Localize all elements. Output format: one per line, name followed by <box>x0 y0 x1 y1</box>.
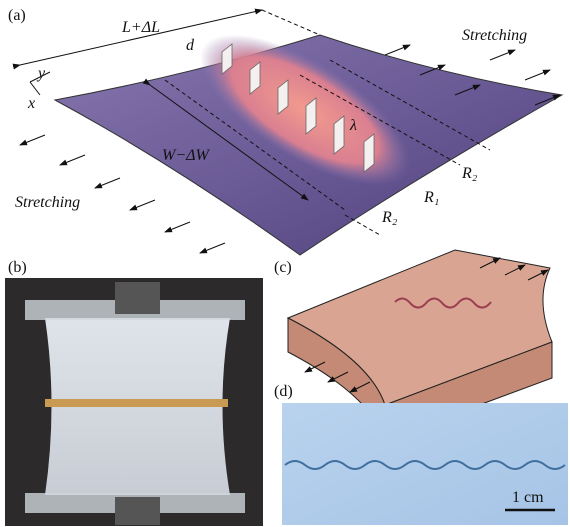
annotation: R₂ <box>381 209 398 226</box>
annotation: R₂ <box>461 165 478 182</box>
annotation: W−ΔW <box>162 147 211 164</box>
panel-label: (a) <box>8 7 26 24</box>
annotation: d <box>186 37 195 54</box>
annotation: L+ΔL <box>121 19 160 36</box>
annotation: Stretching <box>462 27 527 44</box>
scale-label: 1 cm <box>512 489 544 506</box>
annotation: x <box>27 95 35 112</box>
panel-label: (b) <box>8 259 27 276</box>
panel-d: (d) 1 cm <box>274 383 568 525</box>
annotation: λ <box>349 117 357 134</box>
annotation: R₁ <box>423 189 439 206</box>
panel-a: (a) L+ΔL d y x Stretching W−ΔW λ R₂ R₁ R… <box>8 6 562 255</box>
stiff-strip <box>45 399 228 407</box>
figure: (a) L+ΔL d y x Stretching W−ΔW λ R₂ R₁ R… <box>0 0 570 527</box>
annotation: y <box>36 65 46 82</box>
panel-b: (b) <box>5 259 263 526</box>
clamp-knob <box>115 282 160 314</box>
panel-label: (c) <box>274 259 292 276</box>
annotation: Stretching <box>15 194 80 211</box>
clamp-knob <box>115 497 160 525</box>
panel-label: (d) <box>274 383 293 400</box>
